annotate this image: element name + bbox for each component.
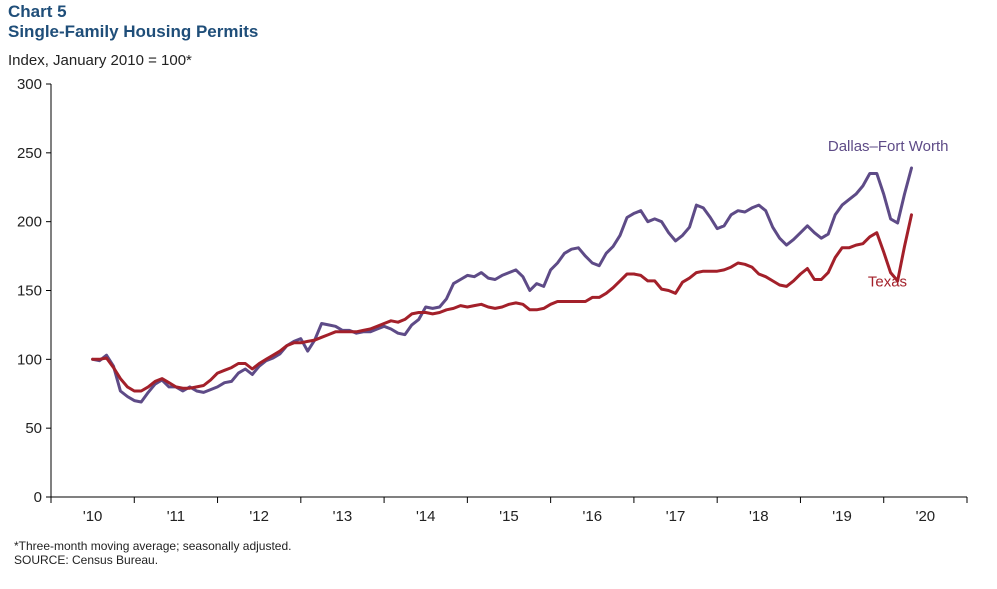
y-axis-units-label: Index, January 2010 = 100*: [8, 52, 192, 69]
y-tick-label: 100: [17, 351, 42, 368]
series-labels: Dallas–Fort Worth Texas: [828, 138, 949, 291]
chart-title: Single-Family Housing Permits: [8, 22, 259, 41]
chart-axes: 0 50 100 150 200 250 300 '10 '11 '12 '13 '14 '15 '16 '…: [17, 76, 968, 525]
series-line-dfw: [91, 166, 913, 404]
x-tick-label: '17: [666, 508, 686, 525]
y-tick-label: 150: [17, 283, 42, 300]
x-tick-label: '15: [499, 508, 519, 525]
y-tick-label: 50: [25, 420, 42, 437]
x-tick-label: '10: [83, 508, 103, 525]
series-label-texas: Texas: [868, 274, 907, 291]
x-tick-label: '11: [167, 508, 185, 525]
x-tick-label: '18: [749, 508, 769, 525]
series-layer: [91, 166, 913, 404]
series-line-texas: [91, 213, 913, 393]
x-tick-label: '14: [416, 508, 436, 525]
chart-number: Chart 5: [8, 2, 67, 21]
y-tick-label: 0: [34, 489, 42, 506]
x-tick-label: '19: [832, 508, 852, 525]
x-tick-label: '20: [916, 508, 936, 525]
footnote: *Three-month moving average; seasonally …: [14, 539, 292, 553]
source-note: SOURCE: Census Bureau.: [14, 553, 159, 567]
x-tick-label: '13: [333, 508, 353, 525]
x-tick-label: '16: [582, 508, 602, 525]
x-tick-label: '12: [249, 508, 269, 525]
line-chart: 0 50 100 150 200 250 300 '10 '11 '12 '13 '14 '15 '16 '…: [17, 76, 968, 525]
series-label-dfw: Dallas–Fort Worth: [828, 138, 949, 155]
y-tick-label: 250: [17, 145, 42, 162]
y-tick-label: 300: [17, 76, 42, 93]
y-tick-label: 200: [17, 214, 42, 231]
